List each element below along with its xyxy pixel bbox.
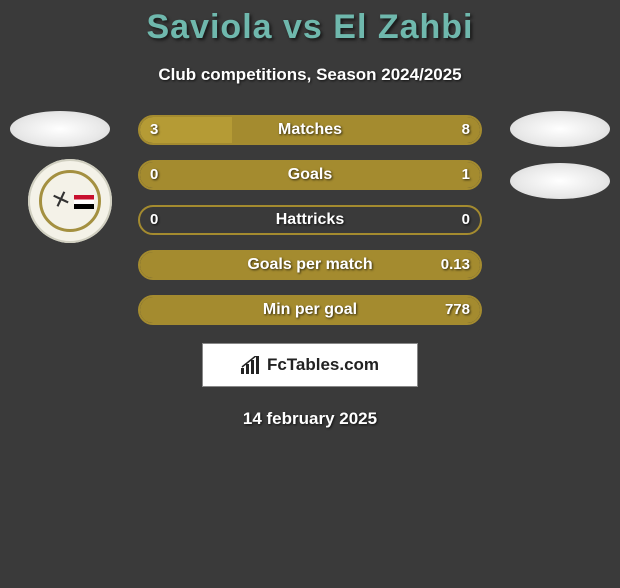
- stat-bar-label: Goals: [138, 160, 482, 190]
- stat-bar-value-right: 0.13: [441, 250, 470, 280]
- crossed-swords-icon: ✕: [48, 185, 74, 216]
- flag-icon: [74, 195, 94, 209]
- stat-bar-row: Hattricks0 0: [138, 205, 482, 235]
- stat-bar-label: Matches: [138, 115, 482, 145]
- stat-bar-label: Min per goal: [138, 295, 482, 325]
- page-title: Saviola vs El Zahbi: [0, 8, 620, 47]
- player-right-badge-1: [510, 111, 610, 147]
- date-text: 14 february 2025: [0, 409, 620, 429]
- stat-bar-value-right: 8: [462, 115, 470, 145]
- brand-chart-icon: [241, 356, 261, 374]
- player-right-badge-2: [510, 163, 610, 199]
- stat-bar-value-left: 0: [150, 205, 158, 235]
- player-left-badge-1: [10, 111, 110, 147]
- stat-bar-row: Matches3 8: [138, 115, 482, 145]
- page-subtitle: Club competitions, Season 2024/2025: [0, 65, 620, 85]
- brand-text: FcTables.com: [267, 355, 379, 375]
- club-emblem-inner: ✕: [39, 170, 101, 232]
- stat-bar-value-left: 3: [150, 115, 158, 145]
- stat-bar-row: Min per goal778: [138, 295, 482, 325]
- stat-bar-value-right: 778: [445, 295, 470, 325]
- stat-bar-label: Hattricks: [138, 205, 482, 235]
- club-emblem: ✕: [28, 159, 112, 243]
- stat-bar-value-left: 0: [150, 160, 158, 190]
- stat-bar-value-right: 1: [462, 160, 470, 190]
- stat-bars: Matches38Goals01Hattricks00Goals per mat…: [138, 115, 482, 325]
- comparison-area: ✕ Matches38Goals01Hattricks00Goals per m…: [0, 115, 620, 325]
- stat-bar-value-right: 0: [462, 205, 470, 235]
- stat-bar-label: Goals per match: [138, 250, 482, 280]
- brand-box[interactable]: FcTables.com: [202, 343, 418, 387]
- stat-bar-row: Goals0 1: [138, 160, 482, 190]
- stat-bar-row: Goals per match0.13: [138, 250, 482, 280]
